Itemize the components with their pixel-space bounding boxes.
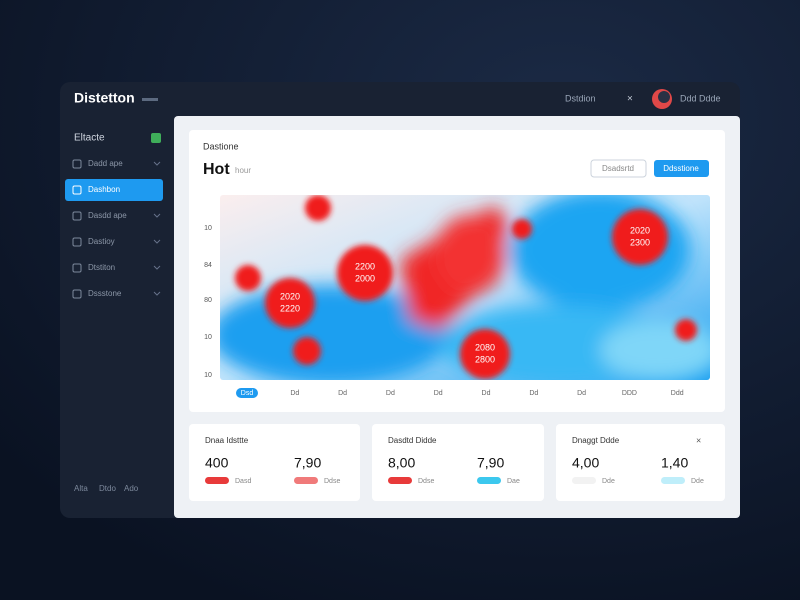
heat-annotation: 2020 [280, 291, 300, 301]
chart-label: Dastione [203, 141, 239, 151]
heat-annotation: 2800 [475, 354, 495, 364]
close-icon[interactable]: × [627, 94, 633, 105]
user-name[interactable]: Ddd Ddde [680, 93, 721, 103]
chart-subtitle: hour [235, 166, 251, 175]
nav-icon [72, 159, 82, 169]
x-label: Dd [290, 390, 299, 397]
nav-item[interactable]: Dashbon [88, 185, 120, 194]
sidebar-items: Dadd ape Dashbon Dasdd ape Dastioy Dtstiton D… [65, 159, 163, 493]
heat-annotation: 2220 [280, 303, 300, 313]
stat-bar [477, 477, 501, 484]
nav-chevron [153, 265, 161, 270]
card-title: Dnaa Idsttte [205, 436, 249, 445]
nav-icon [72, 263, 82, 273]
nav-item[interactable]: Dssstone [88, 289, 122, 298]
sidebar-badge[interactable] [151, 133, 161, 143]
card-title: Dasdtd Didde [388, 436, 437, 445]
avatar-face [658, 91, 670, 103]
button-label[interactable]: Dsadsrtd [602, 164, 634, 173]
stat-label: Dae [507, 478, 520, 485]
stat-bar [205, 477, 229, 484]
nav-icon [72, 211, 82, 221]
x-label: Dd [386, 390, 395, 397]
x-label: Ddd [671, 390, 684, 397]
stat-label: Ddse [324, 478, 340, 485]
sidebar-footer[interactable]: Ado [124, 484, 139, 493]
heat-annotation: 2020 [630, 225, 650, 235]
stat-label: Dde [691, 478, 704, 485]
title-dots [142, 98, 158, 101]
stat-value: 1,40 [661, 455, 688, 471]
nav-icon [72, 289, 82, 299]
stat-bar [388, 477, 412, 484]
nav-chevron [153, 161, 161, 166]
stat-bar [294, 477, 318, 484]
stat-value: 7,90 [294, 455, 321, 471]
stat-label: Dasd [235, 478, 251, 485]
chart-title: Hot [203, 161, 230, 178]
nav-chevron [153, 239, 161, 244]
stat-label: Dde [602, 478, 615, 485]
x-label: Dd [577, 390, 586, 397]
card-title: Dnaggt Ddde [572, 436, 620, 445]
y-label: 84 [204, 262, 212, 269]
nav-item[interactable]: Dadd ape [88, 159, 123, 168]
heatmap [220, 195, 710, 380]
nav-icon [72, 185, 82, 195]
heat-annotation: 2000 [355, 273, 375, 283]
stat-value: 400 [205, 455, 229, 471]
stat-value: 7,90 [477, 455, 504, 471]
stat-bar [661, 477, 685, 484]
x-label: DDD [622, 390, 637, 397]
nav-item[interactable]: Dtstiton [88, 263, 115, 272]
nav-item[interactable]: Dastioy [88, 237, 115, 246]
nav-chevron [153, 291, 161, 296]
stat-label: Ddse [418, 478, 434, 485]
y-label: 80 [204, 297, 212, 304]
x-label: Dd [482, 390, 491, 397]
x-label: Dsd [241, 390, 254, 397]
sidebar-footer[interactable]: Dtdo [99, 484, 116, 493]
heat-annotation: 2080 [475, 342, 495, 352]
nav-active[interactable] [65, 179, 163, 201]
chart-labels: 10 84 80 10 10 Dsd Dd Dd Dd Dd Dd Dd Dd DDD Ddd 2020 230… [204, 225, 684, 398]
card-close[interactable]: × [696, 435, 701, 445]
card [372, 424, 544, 501]
y-label: 10 [204, 334, 212, 341]
button-primary[interactable] [654, 160, 709, 177]
stat-bar [572, 477, 596, 484]
x-label: Dd [529, 390, 538, 397]
y-label: 10 [204, 372, 212, 379]
sidebar-footer[interactable]: Alta [74, 484, 88, 493]
button-outline[interactable] [590, 159, 647, 178]
stat-value: 4,00 [572, 455, 599, 471]
button-label[interactable]: Ddsstione [663, 164, 699, 173]
heat-annotation: 2300 [630, 237, 650, 247]
header-menu[interactable]: Dstdion [565, 93, 596, 103]
nav-icon [72, 237, 82, 247]
x-label-pill [236, 388, 258, 398]
nav-item[interactable]: Dasdd ape [88, 211, 127, 220]
sidebar-title: Eltacte [74, 133, 105, 144]
y-label: 10 [204, 225, 212, 232]
nav-chevron [153, 213, 161, 218]
x-label: Dd [338, 390, 347, 397]
x-label: Dd [434, 390, 443, 397]
heat-annotation: 2200 [355, 261, 375, 271]
app-title: Distetton [74, 90, 135, 106]
stat-value: 8,00 [388, 455, 415, 471]
